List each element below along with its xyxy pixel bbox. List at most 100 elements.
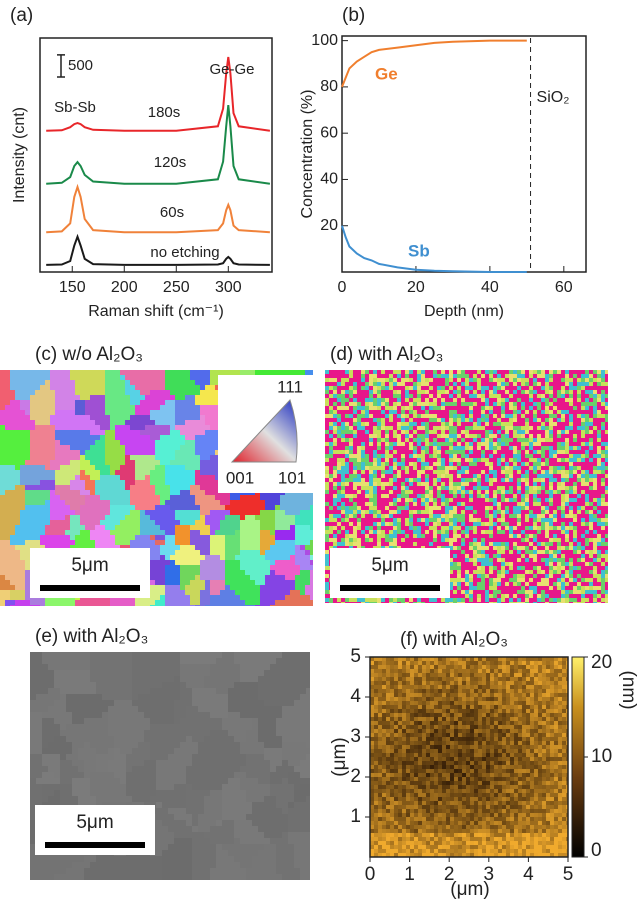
grain [397,374,401,378]
grain [585,530,589,534]
grain [477,446,481,450]
grain [170,370,175,375]
grain [55,440,60,445]
grain [150,440,155,445]
grain [337,426,341,430]
grain [25,390,30,395]
grain [185,555,190,560]
grain [409,490,413,494]
grain [437,418,441,422]
grain [425,434,429,438]
grain [469,506,473,510]
grain [473,462,477,466]
grain [35,460,40,465]
grain [421,494,425,498]
grain [95,390,100,395]
grain [60,605,65,606]
grain [489,434,493,438]
grain [135,460,140,465]
grain [601,466,605,470]
grain [20,435,25,440]
grain [125,415,130,420]
grain [290,600,295,605]
grain [513,382,517,386]
grain [489,506,493,510]
grain [295,515,300,520]
grain [110,470,115,475]
grain [260,605,265,606]
grain [175,465,180,470]
grain [601,454,605,458]
grain [65,375,70,380]
grain [205,570,210,575]
grain [493,510,497,514]
grain [369,482,373,486]
grain [125,435,130,440]
grain [597,374,601,378]
grain [333,410,337,414]
grain [457,458,461,462]
grain [481,406,485,410]
grain [417,374,421,378]
grain [357,466,361,470]
grain [345,446,349,450]
grain [50,435,55,440]
grain [270,580,275,585]
grain [345,482,349,486]
grain [557,482,561,486]
grain [557,526,561,530]
grain [557,486,561,490]
grain [325,470,329,474]
grain [545,462,549,466]
grain [80,400,85,405]
grain [469,386,473,390]
grain [549,478,553,482]
grain [413,402,417,406]
grain [100,540,105,545]
grain [345,470,349,474]
grain [433,502,437,506]
grain [481,486,485,490]
grain [453,390,457,394]
grain [597,454,601,458]
grain [393,430,397,434]
grain [60,490,65,495]
grain [561,414,565,418]
grain [90,420,95,425]
grain [95,485,100,490]
grain [135,390,140,395]
grain [509,474,513,478]
grain [140,420,145,425]
grain [180,415,185,420]
grain [210,565,215,570]
grain [110,480,115,485]
grain [517,486,521,490]
grain [220,575,225,580]
grain [15,490,20,495]
grain [461,382,465,386]
grain [329,378,333,382]
grain [453,534,457,538]
grain [537,498,541,502]
grain [195,480,200,485]
grain [553,526,557,530]
grain [200,580,205,585]
grain [541,482,545,486]
grain [185,465,190,470]
grain [140,375,145,380]
grain [481,450,485,454]
grain [513,526,517,530]
grain [405,434,409,438]
grain [255,585,260,590]
grain [50,430,55,435]
grain [145,450,150,455]
grain [150,605,155,606]
grain [505,414,509,418]
grain [145,395,150,400]
grain [165,465,170,470]
grain [441,370,445,374]
grain [125,375,130,380]
grain [90,480,95,485]
grain [160,395,165,400]
grain [155,515,160,520]
